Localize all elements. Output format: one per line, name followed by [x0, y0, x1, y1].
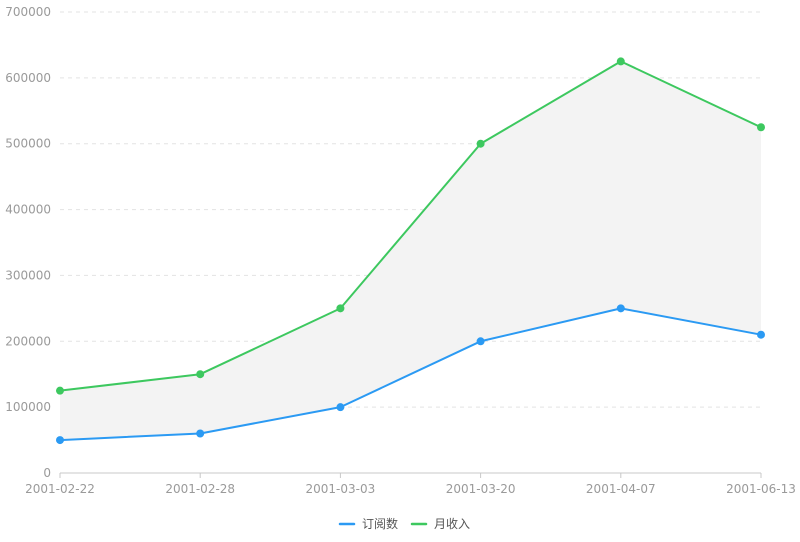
x-tick-label: 2001-03-20 — [446, 482, 516, 496]
series-lines — [56, 57, 765, 445]
data-point[interactable] — [56, 386, 64, 395]
legend-item[interactable]: 订阅数 — [338, 516, 398, 531]
y-tick-label: 0 — [43, 466, 51, 480]
x-tick-label: 2001-02-22 — [25, 482, 95, 496]
x-axis — [59, 472, 762, 478]
series-line — [59, 60, 762, 392]
x-tick-label: 2001-06-13 — [726, 482, 796, 496]
series-line — [59, 307, 762, 442]
y-tick-label: 700000 — [5, 5, 51, 19]
x-tick-label: 2001-02-28 — [165, 482, 235, 496]
y-tick-label: 400000 — [5, 203, 51, 217]
series-1 — [56, 57, 765, 395]
x-tick-label: 2001-03-03 — [306, 482, 376, 496]
data-point[interactable] — [616, 57, 625, 66]
data-point[interactable] — [476, 139, 485, 148]
data-point[interactable] — [56, 436, 64, 445]
data-point[interactable] — [757, 123, 765, 132]
data-point[interactable] — [336, 403, 345, 412]
y-axis-ticks: 0 100000 200000 300000 400000 500000 600000 700… — [5, 5, 51, 480]
y-tick-label: 600000 — [5, 71, 51, 85]
y-tick-label: 300000 — [5, 268, 51, 282]
data-point[interactable] — [616, 304, 625, 313]
y-tick-label: 500000 — [5, 137, 51, 151]
y-tick-label: 100000 — [5, 400, 51, 414]
legend-label: 订阅数 — [362, 516, 398, 531]
legend[interactable]: 订阅数 月收入 — [338, 516, 470, 531]
legend-label: 月收入 — [434, 517, 470, 531]
data-point[interactable] — [757, 330, 765, 339]
y-tick-label: 200000 — [5, 334, 51, 348]
data-point[interactable] — [476, 337, 485, 346]
range-fill — [60, 61, 761, 441]
data-point[interactable] — [336, 304, 345, 313]
legend-item[interactable]: 月收入 — [410, 517, 470, 531]
data-point[interactable] — [196, 429, 205, 438]
range-fill-area — [60, 61, 761, 441]
data-point[interactable] — [196, 370, 205, 379]
x-tick-label: 2001-04-07 — [586, 482, 656, 496]
series-0 — [56, 304, 765, 445]
x-axis-ticks: 2001-02-22 2001-02-28 2001-03-03 2001-03-20… — [25, 482, 796, 496]
